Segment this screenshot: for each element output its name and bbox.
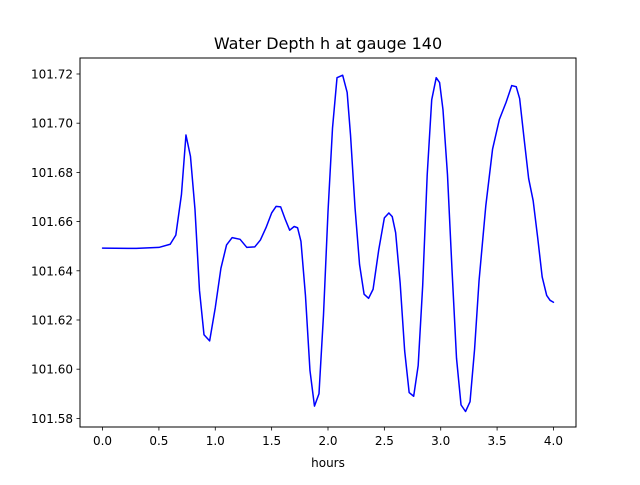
x-tick-label: 4.0 <box>544 434 563 448</box>
y-tick-label: 101.58 <box>31 412 73 426</box>
y-tick-label: 101.72 <box>31 67 73 81</box>
y-tick-label: 101.62 <box>31 313 73 327</box>
y-tick-label: 101.60 <box>31 363 73 377</box>
plot-area <box>101 74 555 413</box>
chart-title: Water Depth h at gauge 140 <box>214 34 442 53</box>
x-axis: 0.0 0.5 1.0 1.5 2.0 2.5 3.0 3.5 4.0 <box>93 427 563 448</box>
x-tick-label: 1.0 <box>206 434 225 448</box>
x-tick-label: 2.5 <box>375 434 394 448</box>
x-tick-label: 1.5 <box>262 434 281 448</box>
x-axis-label: hours <box>311 456 345 470</box>
x-tick-label: 3.5 <box>488 434 507 448</box>
x-tick-label: 3.0 <box>431 434 450 448</box>
x-tick-label: 0.0 <box>93 434 112 448</box>
y-tick-label: 101.66 <box>31 215 73 229</box>
y-axis: 101.58 101.60 101.62 101.64 101.66 101.68 101.… <box>31 67 80 426</box>
x-tick-label: 0.5 <box>149 434 168 448</box>
y-tick-label: 101.70 <box>31 117 73 131</box>
y-tick-label: 101.64 <box>31 264 73 278</box>
series-line-0 <box>101 74 555 413</box>
x-tick-label: 2.0 <box>318 434 337 448</box>
y-tick-label: 101.68 <box>31 166 73 180</box>
